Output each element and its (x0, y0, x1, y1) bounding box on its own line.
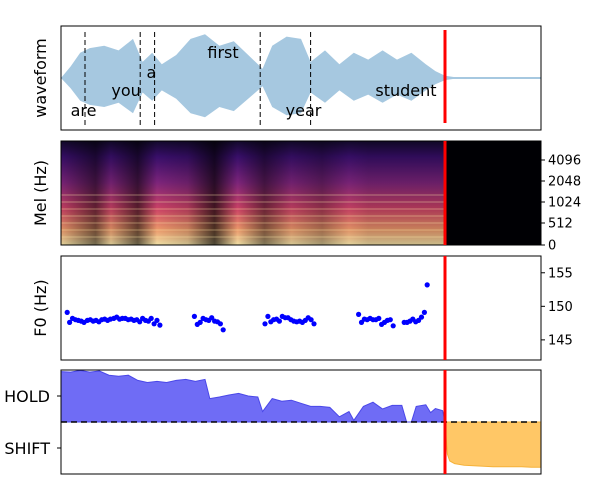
f0-point (157, 322, 163, 328)
f0-axis-label: F0 (Hz) (31, 279, 50, 336)
f0-point (308, 317, 314, 323)
mel-tick-label: 1024 (548, 196, 581, 211)
hold-probability-area (61, 370, 446, 423)
mel-frame (60, 140, 542, 246)
f0-point (64, 309, 70, 315)
f0-point (220, 327, 226, 333)
shift-probability-area (444, 421, 541, 468)
f0-point (262, 321, 268, 327)
mel-axis-label: Mel (Hz) (31, 160, 50, 226)
turn-taking-frame (60, 369, 542, 475)
f0-point (356, 311, 362, 317)
mel-spectrogram-panel: 0 512 1024 2048 4096 Mel (Hz) (31, 140, 581, 254)
word-label: first (207, 43, 238, 62)
f0-tick-label: 155 (548, 266, 573, 281)
waveform-area (61, 34, 541, 118)
word-label: are (71, 101, 97, 120)
waveform-frame (60, 25, 542, 131)
f0-point (376, 315, 382, 321)
mel-tick-label: 4096 (548, 154, 581, 169)
hold-tick-label: HOLD (4, 387, 50, 406)
f0-point (387, 317, 393, 323)
f0-yticks: 145 150 155 (541, 266, 573, 348)
f0-point (390, 323, 396, 329)
word-label: year (286, 101, 322, 120)
word-label: student (375, 81, 436, 100)
f0-point (311, 321, 317, 327)
word-label: a (146, 63, 156, 82)
f0-point (191, 313, 197, 319)
mel-tick-label: 0 (548, 239, 556, 254)
f0-point (276, 318, 282, 324)
shift-tick-label: SHIFT (4, 439, 50, 458)
f0-point (421, 309, 427, 315)
f0-point (137, 319, 143, 325)
f0-tick-label: 145 (548, 333, 573, 348)
word-label: you (111, 81, 140, 100)
f0-frame (60, 255, 542, 361)
turn-taking-panel: HOLD SHIFT (4, 369, 542, 475)
mel-tick-label: 512 (548, 217, 573, 232)
mel-spectrogram-shading (61, 141, 445, 245)
f0-points (64, 282, 430, 333)
mel-harmonic-bands (61, 194, 445, 238)
f0-point (154, 317, 160, 323)
mel-yticks: 0 512 1024 2048 4096 (541, 154, 581, 254)
f0-point (424, 282, 430, 288)
f0-tick-label: 150 (548, 300, 573, 315)
f0-point (67, 319, 73, 325)
f0-point (265, 313, 271, 319)
f0-point (197, 319, 203, 325)
waveform-axis-label: waveform (31, 38, 50, 118)
f0-point (148, 315, 154, 321)
f0-panel: 145 150 155 F0 (Hz) (31, 255, 573, 361)
mel-tick-label: 2048 (548, 175, 581, 190)
f0-point (217, 321, 223, 327)
f0-point (209, 315, 215, 321)
f0-point (151, 321, 157, 327)
f0-point (418, 314, 425, 320)
